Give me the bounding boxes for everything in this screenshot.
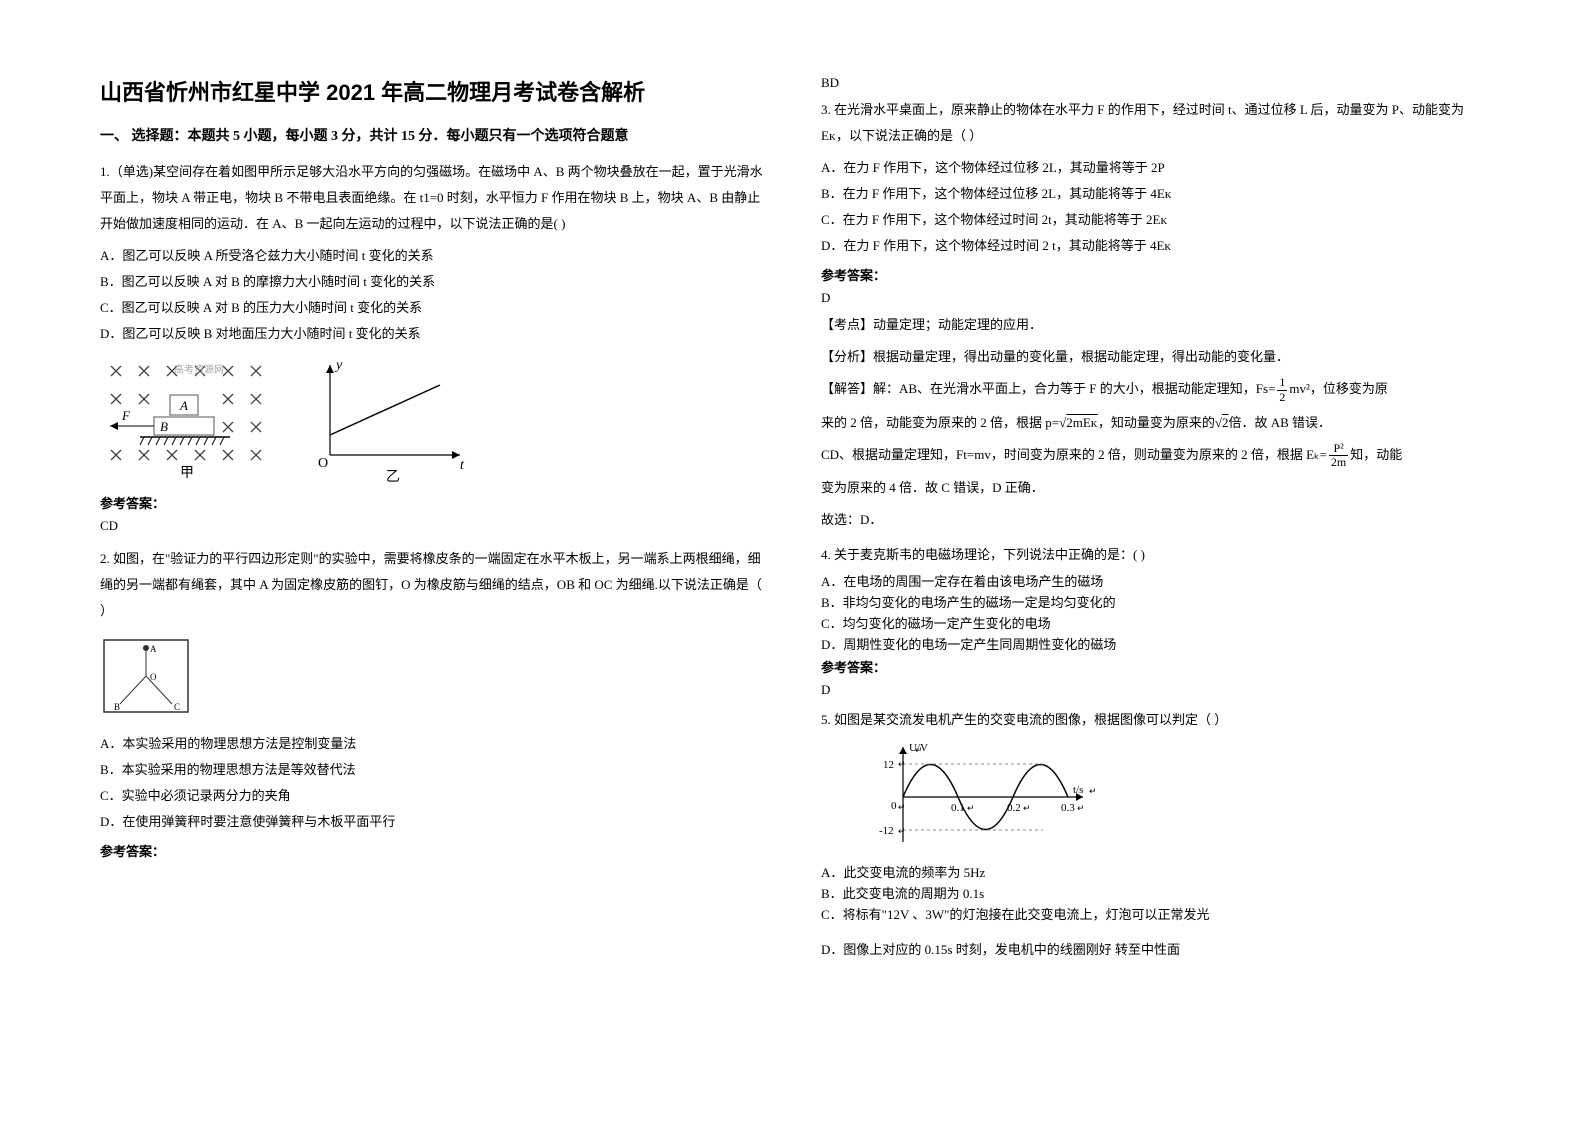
svg-text:↵: ↵ [1089,786,1097,796]
q5-opt-a: A．此交变电流的频率为 5Hz [821,863,1487,884]
figure-yi: O t y 乙 [300,355,470,485]
question-4: 4. 关于麦克斯韦的电磁场理论，下列说法中正确的是：( ) A．在电场的周围一定… [821,545,1487,698]
q1-opt-a: A．图乙可以反映 A 所受洛仑兹力大小随时间 t 变化的关系 [100,243,766,269]
svg-text:-12: -12 [879,825,894,837]
svg-text:A: A [150,644,157,654]
q2-opt-b: B．本实验采用的物理思想方法是等效替代法 [100,757,766,783]
question-3: 3. 在光滑水平桌面上，原来静止的物体在水平力 F 的作用下，经过时间 t、通过… [821,97,1487,533]
svg-text:B: B [114,702,120,712]
right-column: BD 3. 在光滑水平桌面上，原来静止的物体在水平力 F 的作用下，经过时间 t… [821,75,1487,1047]
q5-stem: 5. 如图是某交流发电机产生的交变电流的图像，根据图像可以判定（ ） [821,710,1487,731]
svg-text:0.2: 0.2 [1007,802,1021,814]
q1-stem: 1.（单选)某空间存在着如图甲所示足够大沿水平方向的匀强磁场。在磁场中 A、B … [100,159,766,237]
q3-opt-a: A．在力 F 作用下，这个物体经过位移 2L，其动量将等于 2P [821,155,1487,181]
svg-text:12: 12 [883,759,894,771]
left-column: 山西省忻州市红星中学 2021 年高二物理月考试卷含解析 一、 选择题：本题共 … [100,75,766,1047]
q2-answer-label: 参考答案： [100,841,766,860]
svg-text:C: C [174,702,180,712]
svg-text:↵: ↵ [898,826,906,836]
figure-q2: A O B C [100,636,192,720]
svg-text:O: O [318,456,328,471]
q1-opt-c: C．图乙可以反映 A 对 B 的压力大小随时间 t 变化的关系 [100,295,766,321]
q4-opt-c: C．均匀变化的磁场一定产生变化的电场 [821,614,1487,635]
q3-explain-1: 【考点】动量定理；动能定理的应用． [821,312,1487,338]
q3-answer: D [821,290,1487,306]
svg-text:↵: ↵ [967,803,975,813]
q4-opt-d: D．周期性变化的电场一定产生同周期性变化的磁场 [821,635,1487,656]
question-1: 1.（单选)某空间存在着如图甲所示足够大沿水平方向的匀强磁场。在磁场中 A、B … [100,159,766,534]
q5-opt-d: D．图像上对应的 0.15s 时刻，发电机中的线圈刚好 转至中性面 [821,940,1487,961]
svg-text:0.3: 0.3 [1061,802,1075,814]
q3-explain-4b: 变为原来的 4 倍．故 C 错误，D 正确． [821,475,1487,501]
q5-opt-b: B．此交变电流的周期为 0.1s [821,884,1487,905]
svg-text:↵: ↵ [1023,803,1031,813]
q3-opt-b: B．在力 F 作用下，这个物体经过位移 2L，其动能将等于 4Eᴋ [821,181,1487,207]
question-2: 2. 如图，在"验证力的平行四边形定则"的实验中，需要将橡皮条的一端固定在水平木… [100,546,766,860]
svg-text:t: t [460,458,465,473]
figure-q5: U/V t/s 12 -12 0 0.1 0.2 0.3 ↵ ↵ ↵ ↵ ↵ ↵… [873,737,1487,857]
exam-title: 山西省忻州市红星中学 2021 年高二物理月考试卷含解析 [100,75,766,107]
svg-text:0: 0 [891,800,897,812]
section-header: 一、 选择题：本题共 5 小题，每小题 3 分，共计 15 分．每小题只有一个选… [100,125,766,145]
q5-opt-c: C．将标有"12V 、3W"的灯泡接在此交变电流上，灯泡可以正常发光 [821,905,1487,926]
svg-text:↵: ↵ [1077,803,1085,813]
svg-text:↵: ↵ [898,759,906,769]
q3-explain-3: 【解答】解：AB、在光滑水平面上，合力等于 F 的大小，根据动能定理知，Fs=1… [821,376,1487,404]
svg-text:t/s: t/s [1073,784,1083,796]
svg-text:O: O [150,672,157,682]
q4-opt-b: B．非均匀变化的电场产生的磁场一定是均匀变化的 [821,593,1487,614]
svg-text:高考资源网: 高考资源网 [174,363,224,376]
q4-answer-label: 参考答案： [821,657,1487,676]
q3-answer-label: 参考答案： [821,265,1487,284]
svg-text:F: F [121,408,131,423]
q1-opt-d: D．图乙可以反映 B 对地面压力大小随时间 t 变化的关系 [100,321,766,347]
q3-opt-d: D．在力 F 作用下，这个物体经过时间 2 t，其动能将等于 4Eᴋ [821,233,1487,259]
q2-opt-c: C．实验中必须记录两分力的夹角 [100,783,766,809]
figure-jia: 高考资源网 A B F 甲 [100,355,270,485]
svg-text:0.1: 0.1 [951,802,965,814]
q3-explain-3b: 来的 2 倍，动能变为原来的 2 倍，根据 p=√2mEᴋ，知动量变为原来的√2… [821,410,1487,436]
q4-stem: 4. 关于麦克斯韦的电磁场理论，下列说法中正确的是：( ) [821,545,1487,566]
svg-text:↵: ↵ [915,745,923,755]
q2-opt-d: D．在使用弹簧秤时要注意使弹簧秤与木板平面平行 [100,809,766,835]
q1-figures: 高考资源网 A B F 甲 [100,355,766,485]
q3-explain-5: 故选：D． [821,507,1487,533]
svg-text:甲: 甲 [180,466,194,481]
q2-opt-a: A．本实验采用的物理思想方法是控制变量法 [100,731,766,757]
svg-text:乙: 乙 [386,469,400,485]
q4-answer: D [821,682,1487,698]
q3-opt-c: C．在力 F 作用下，这个物体经过时间 2t，其动能将等于 2Eᴋ [821,207,1487,233]
q1-answer: CD [100,518,766,534]
q1-opt-b: B．图乙可以反映 A 对 B 的摩擦力大小随时间 t 变化的关系 [100,269,766,295]
q1-answer-label: 参考答案： [100,493,766,512]
q3-explain-4: CD、根据动量定理知，Ft=mv，时间变为原来的 2 倍，则动量变为原来的 2 … [821,442,1487,470]
q3-stem: 3. 在光滑水平桌面上，原来静止的物体在水平力 F 的作用下，经过时间 t、通过… [821,97,1487,149]
q4-opt-a: A．在电场的周围一定存在着由该电场产生的磁场 [821,572,1487,593]
question-5: 5. 如图是某交流发电机产生的交变电流的图像，根据图像可以判定（ ） U/V t… [821,710,1487,960]
q2-stem: 2. 如图，在"验证力的平行四边形定则"的实验中，需要将橡皮条的一端固定在水平木… [100,546,766,624]
svg-text:↵: ↵ [898,802,906,812]
svg-text:A: A [179,398,188,413]
q2-answer: BD [821,75,1487,91]
q3-explain-2: 【分析】根据动量定理，得出动量的变化量，根据动能定理，得出动能的变化量． [821,344,1487,370]
svg-text:y: y [334,358,343,373]
svg-text:B: B [160,419,168,434]
